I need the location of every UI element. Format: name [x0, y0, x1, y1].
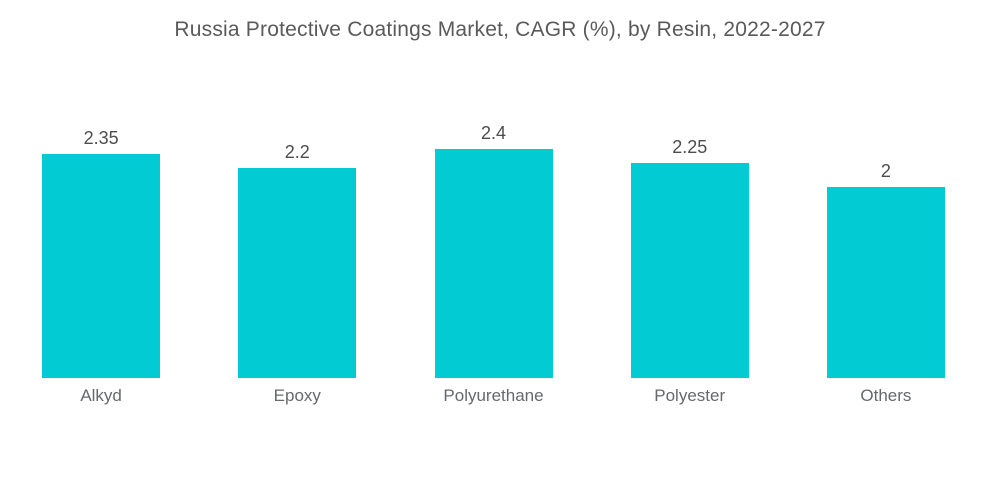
bar — [42, 154, 161, 378]
bar-group: 2.25 — [592, 0, 788, 378]
bar — [630, 163, 749, 378]
bar-value-label: 2 — [880, 161, 891, 181]
category-axis-labels: Alkyd Epoxy Polyurethane Polyester Others — [3, 386, 984, 406]
category-label: Epoxy — [273, 386, 321, 405]
category-label: Alkyd — [80, 386, 122, 405]
bar-group: 2.2 — [199, 0, 395, 378]
category-label: Others — [860, 386, 912, 405]
bar — [238, 168, 357, 378]
bar-value-label: 2.25 — [672, 137, 708, 157]
chart-title: Russia Protective Coatings Market, CAGR … — [174, 18, 826, 41]
bar-group: 2.4 — [395, 0, 591, 378]
category-label: Polyurethane — [443, 386, 544, 405]
bar-group: 2 — [788, 0, 984, 378]
category-label: Polyester — [654, 386, 726, 405]
bar-value-label: 2.4 — [480, 123, 507, 143]
bar-group: 2.35 — [3, 0, 199, 378]
bar — [434, 149, 553, 378]
bar — [826, 187, 945, 378]
bar-value-label: 2.2 — [284, 142, 310, 162]
bar-value-label: 2.35 — [83, 128, 119, 148]
bar-chart-plot-area: 2.35 2.2 2.4 2.25 2 — [3, 0, 984, 378]
